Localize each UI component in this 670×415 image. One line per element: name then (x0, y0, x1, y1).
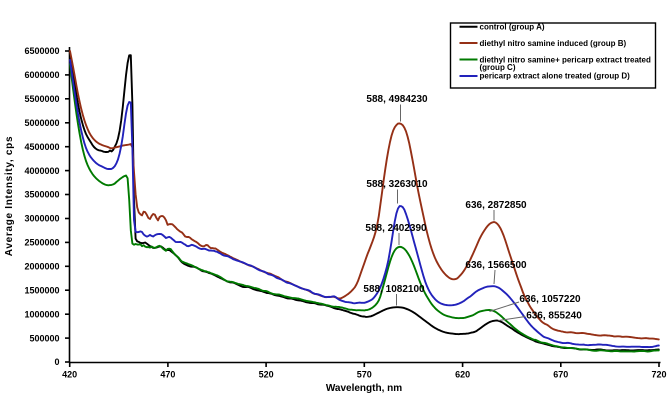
svg-text:588, 2402390: 588, 2402390 (365, 223, 427, 234)
svg-text:4000000: 4000000 (24, 166, 59, 176)
svg-text:520: 520 (259, 370, 274, 380)
svg-text:588, 3263010: 588, 3263010 (366, 179, 428, 190)
svg-text:3500000: 3500000 (24, 190, 59, 200)
svg-text:500000: 500000 (29, 333, 59, 343)
svg-text:470: 470 (160, 370, 175, 380)
svg-text:0: 0 (54, 357, 59, 367)
svg-text:720: 720 (651, 370, 666, 380)
svg-text:2500000: 2500000 (24, 238, 59, 248)
svg-text:5500000: 5500000 (24, 94, 59, 104)
svg-text:636, 1057220: 636, 1057220 (519, 294, 581, 305)
svg-text:Wavelength, nm: Wavelength, nm (326, 383, 402, 394)
svg-text:670: 670 (553, 370, 568, 380)
svg-text:6000000: 6000000 (24, 70, 59, 80)
svg-text:588, 1082100: 588, 1082100 (363, 284, 425, 295)
svg-text:6500000: 6500000 (24, 46, 59, 56)
svg-text:(group C): (group C) (480, 63, 516, 72)
svg-text:420: 420 (62, 370, 77, 380)
svg-text:570: 570 (357, 370, 372, 380)
svg-text:5000000: 5000000 (24, 118, 59, 128)
svg-text:1000000: 1000000 (24, 309, 59, 319)
svg-text:2000000: 2000000 (24, 262, 59, 272)
svg-text:620: 620 (455, 370, 470, 380)
svg-text:control (group A): control (group A) (480, 23, 545, 32)
svg-text:1500000: 1500000 (24, 285, 59, 295)
svg-text:636, 855240: 636, 855240 (526, 311, 582, 322)
svg-text:4500000: 4500000 (24, 142, 59, 152)
svg-text:636, 1566500: 636, 1566500 (465, 260, 527, 271)
svg-text:588, 4984230: 588, 4984230 (366, 94, 428, 105)
svg-text:Average Intensity, cps: Average Intensity, cps (4, 136, 15, 256)
svg-text:diethyl nitro samine induced (: diethyl nitro samine induced (group B) (480, 39, 627, 48)
svg-text:pericarp extract alone treated: pericarp extract alone treated (group D) (480, 72, 631, 81)
svg-text:3000000: 3000000 (24, 214, 59, 224)
svg-text:636, 2872850: 636, 2872850 (465, 200, 527, 211)
svg-text:diethyl nitro samine+ pericarp: diethyl nitro samine+ pericarp extract t… (480, 55, 652, 64)
